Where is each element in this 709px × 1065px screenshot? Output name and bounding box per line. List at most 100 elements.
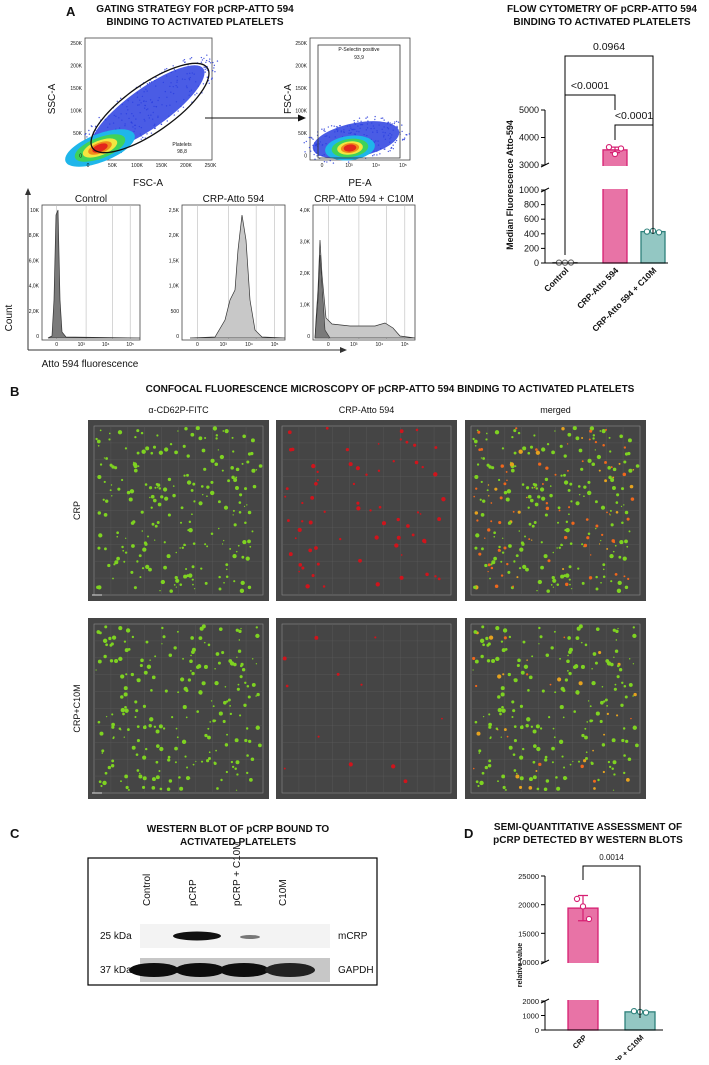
platelet-signal [105,499,108,502]
platelet-signal [188,678,191,681]
platelet-signal [569,579,571,581]
platelet-signal [229,548,231,550]
platelet-signal [514,725,517,728]
event-dot [360,121,361,122]
platelet-signal [120,695,123,698]
platelet-signal [179,583,182,586]
platelet-signal [96,438,97,439]
platelet-signal [244,682,246,684]
arrow-head [340,347,347,353]
platelet-signal [547,443,549,445]
platelet-signal [511,469,515,473]
platelet-signal [591,681,595,685]
event-dot [164,69,165,70]
crp-signal [417,511,419,513]
platelet-signal [191,513,193,515]
platelet-signal [198,501,202,505]
platelet-signal [103,499,105,501]
x-axis-label: FSC-A [133,178,163,189]
platelet-signal [607,466,611,470]
platelet-signal [575,690,579,694]
crp-signal [378,470,380,472]
crp-signal [434,575,436,577]
platelet-signal [487,659,490,662]
platelet-signal [193,500,195,502]
platelet-signal [202,494,203,495]
platelet-signal [625,586,628,589]
platelet-signal [569,565,572,568]
platelet-signal [130,571,133,574]
platelet-signal [529,786,533,790]
platelet-signal [127,728,130,731]
platelet-signal [506,497,510,501]
platelet-signal [593,434,595,436]
crp-signal [323,585,325,587]
platelet-signal [551,451,555,455]
gate-label: P-Selectin positive [338,47,379,53]
platelet-signal [136,753,139,756]
platelet-signal [256,663,257,664]
crp-signal [611,539,614,542]
platelet-signal [570,764,572,766]
platelet-signal [157,521,160,524]
platelet-signal [138,465,140,467]
event-dot [334,126,335,127]
platelet-signal [527,689,530,692]
arrow-head [298,115,306,122]
platelet-signal [173,485,175,487]
arrow-head [25,188,31,195]
platelet-signal [220,779,222,781]
platelet-signal [231,476,234,479]
platelet-signal [502,447,504,449]
y-tick-label: 20000 [518,901,539,910]
x-tick-label: 0 [196,342,199,348]
platelet-signal [557,677,561,681]
crp-signal [289,552,293,556]
platelet-signal [177,736,179,738]
event-dot [213,67,214,68]
row-label: CRP+C10M [72,684,82,732]
event-dot [183,107,184,108]
platelet-signal [97,475,101,479]
crp-signal [528,538,530,540]
event-dot [205,71,206,72]
platelet-signal [111,713,113,715]
platelet-signal [478,749,481,752]
platelet-signal [488,764,491,767]
event-dot [396,140,397,141]
platelet-signal [537,495,540,498]
platelet-signal [148,724,151,727]
event-dot [174,69,175,70]
event-dot [212,70,213,71]
platelet-signal [536,590,537,591]
platelet-signal [99,732,103,736]
platelet-signal [160,788,163,791]
platelet-signal [124,775,128,779]
crp-signal [309,521,313,525]
platelet-signal [140,659,144,663]
platelet-signal [616,493,619,496]
platelet-signal [244,521,247,524]
crp-signal [593,780,596,783]
crp-signal [298,563,302,567]
platelet-signal [621,521,624,524]
platelet-signal [511,700,514,703]
platelet-signal [581,665,585,669]
platelet-signal [514,739,517,742]
platelet-signal [556,583,559,586]
y-tick-label: 100K [295,109,307,115]
event-dot [84,134,85,135]
platelet-signal [487,489,489,491]
platelet-signal [248,740,251,743]
platelet-signal [519,786,522,789]
platelet-signal [196,710,199,713]
platelet-signal [196,426,200,430]
event-dot [151,132,152,133]
platelet-signal [480,655,483,658]
platelet-signal [553,586,554,587]
platelet-signal [503,628,507,632]
platelet-signal [214,462,218,466]
platelet-signal [552,761,554,763]
event-dot [379,153,380,154]
significance-label: 0.0014 [599,853,624,862]
